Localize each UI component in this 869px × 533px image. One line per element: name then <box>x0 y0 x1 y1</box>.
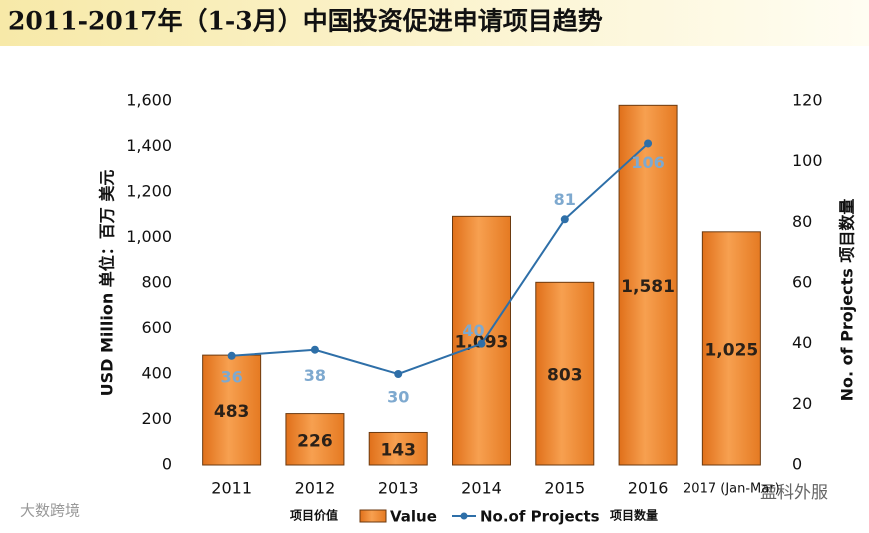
x-tick-label: 2013 <box>378 479 419 498</box>
y2-tick-label: 0 <box>792 455 802 474</box>
line-value-label: 38 <box>304 366 326 385</box>
line-value-label: 30 <box>387 388 409 407</box>
bar <box>202 354 262 466</box>
bar <box>368 431 428 466</box>
y-tick-label: 1,000 <box>126 227 172 246</box>
y-tick-label: 400 <box>141 364 172 383</box>
chart-title: 2011-2017年（1-3月）中国投资促进申请项目趋势 <box>8 7 603 36</box>
line <box>231 142 649 376</box>
line-point <box>227 351 236 360</box>
legend-label: 项目价值 <box>290 508 338 523</box>
line-point <box>560 215 569 224</box>
y-tick-label: 200 <box>141 409 172 428</box>
x-tick-label: 2011 <box>211 479 252 498</box>
legend-label: No.of Projects <box>480 508 600 526</box>
legend-label: 项目数量 <box>610 508 658 523</box>
y2-tick-label: 100 <box>792 151 823 170</box>
line-point <box>644 139 653 148</box>
y-tick-label: 800 <box>141 273 172 292</box>
y2-tick-label: 20 <box>792 394 812 413</box>
watermark: 盈科外服 <box>760 483 828 503</box>
y2-tick-label: 120 <box>792 91 823 110</box>
line-value-label: 36 <box>221 367 243 386</box>
title-bar <box>0 0 869 46</box>
bar <box>285 413 345 466</box>
y2-axis-label: No. of Projects 项目数量 <box>838 199 857 402</box>
x-tick-label: 2016 <box>628 479 669 498</box>
bar-value-label: 1,581 <box>621 277 675 297</box>
line-point <box>310 345 319 354</box>
line-point <box>477 339 486 348</box>
y-tick-label: 0 <box>162 455 172 474</box>
x-tick-label: 2015 <box>544 479 585 498</box>
bar-value-label: 226 <box>297 431 333 451</box>
bar-value-label: 803 <box>547 366 583 386</box>
bar-value-label: 143 <box>380 441 416 461</box>
bar-value-label: 1,025 <box>704 340 758 360</box>
line-value-label: 81 <box>554 190 576 209</box>
legend-point <box>460 512 468 520</box>
y-tick-label: 600 <box>141 318 172 337</box>
x-tick-label: 2012 <box>295 479 336 498</box>
line-value-label: 40 <box>462 321 484 340</box>
y-axis-label: USD Million 单位：百万 美元 <box>98 170 117 397</box>
bar <box>535 281 595 466</box>
watermark: 大数跨境 <box>20 502 80 520</box>
bar <box>701 231 761 466</box>
bar <box>618 104 678 466</box>
x-tick-label: 2014 <box>461 479 502 498</box>
y2-tick-label: 80 <box>792 212 812 231</box>
legend-label: Value <box>390 508 437 526</box>
y-tick-label: 1,600 <box>126 91 172 110</box>
y2-tick-label: 60 <box>792 273 812 292</box>
y-tick-label: 1,200 <box>126 182 172 201</box>
legend-swatch <box>359 509 387 523</box>
y-tick-label: 1,400 <box>126 136 172 155</box>
bar-value-label: 483 <box>214 402 250 422</box>
x-tick-label: 2017 (Jan-Mar) <box>683 482 780 497</box>
line-value-label: 106 <box>631 153 664 172</box>
line-point <box>394 370 403 378</box>
y2-tick-label: 40 <box>792 333 812 352</box>
